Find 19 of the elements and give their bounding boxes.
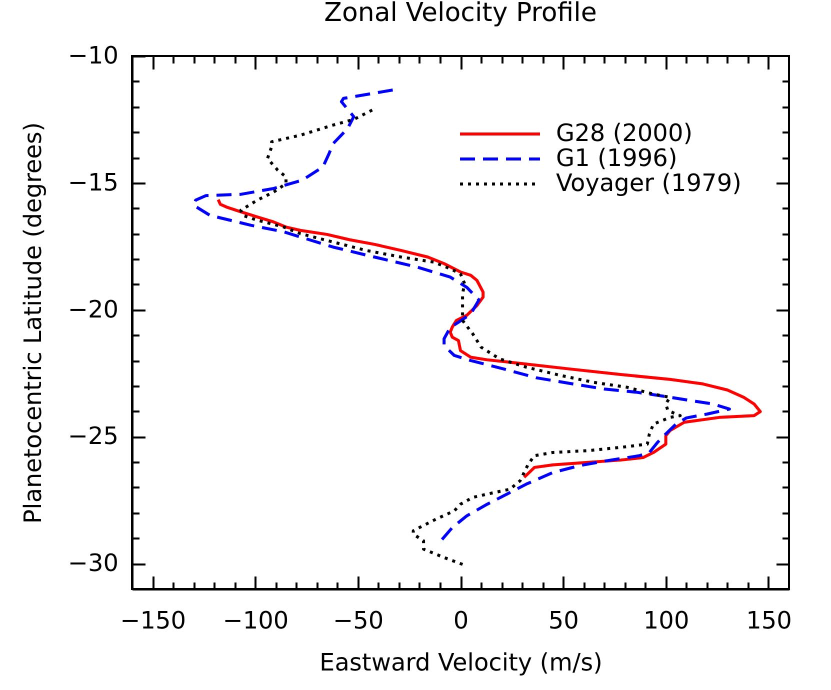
x-tick-label: −50	[333, 606, 384, 634]
chart-title: Zonal Velocity Profile	[324, 0, 597, 28]
legend-label: G1 (1996)	[556, 144, 678, 172]
y-axis-title: Planetocentric Latitude (degrees)	[18, 122, 47, 524]
x-tick-label: 100	[643, 606, 690, 634]
x-tick-label: −150	[120, 606, 186, 634]
y-tick-label: −30	[68, 549, 118, 578]
x-tick-label: 150	[746, 606, 792, 634]
x-tick-label: 50	[548, 606, 579, 634]
x-tick-label: −100	[222, 606, 289, 634]
legend-label: Voyager (1979)	[556, 169, 742, 197]
x-axis-title: Eastward Velocity (m/s)	[320, 648, 602, 676]
legend-label: G28 (2000)	[556, 119, 693, 147]
x-tick-label: 0	[453, 606, 469, 634]
y-tick-label: −15	[68, 168, 118, 196]
y-tick-label: −10	[68, 42, 118, 70]
y-tick-label: −25	[68, 422, 118, 450]
y-tick-label: −20	[68, 295, 118, 324]
line-series	[216, 198, 762, 479]
